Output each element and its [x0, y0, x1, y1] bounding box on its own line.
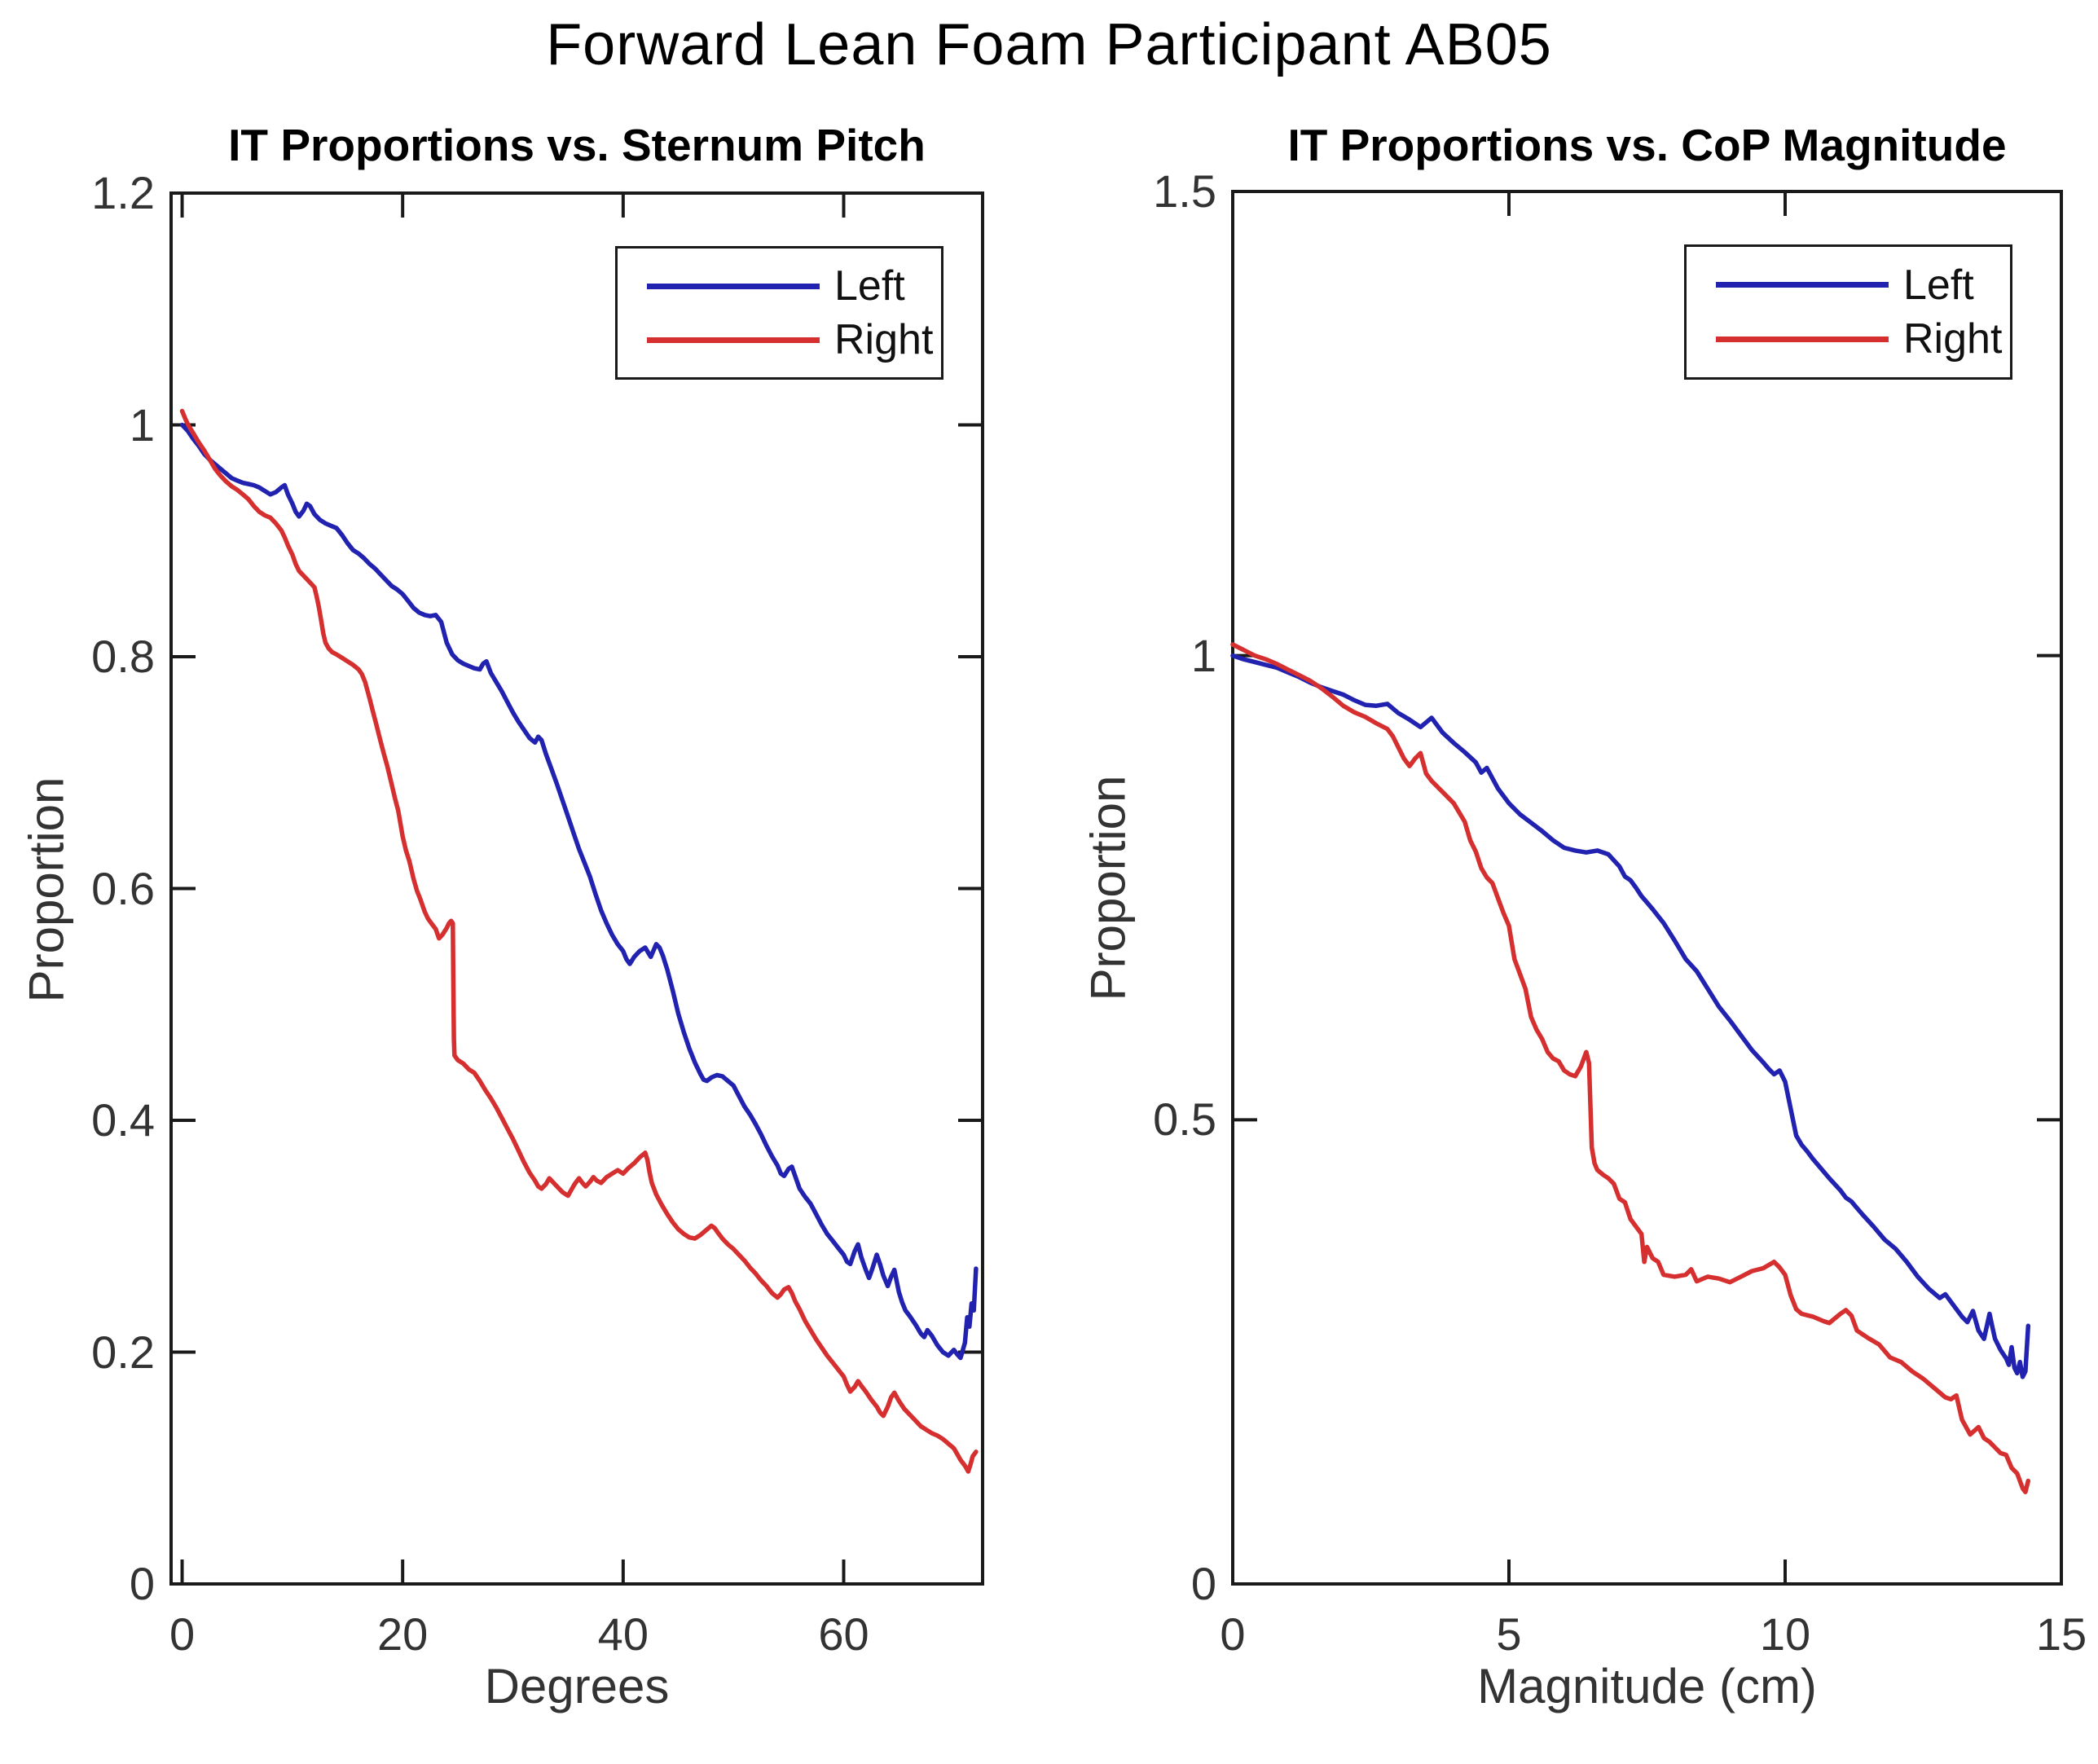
series-line-left: [179, 422, 979, 1361]
left-subplot-title: IT Proportions vs. Sternum Pitch: [228, 120, 926, 170]
x-tick-label: 40: [597, 1608, 649, 1660]
series-line-right: [1230, 642, 2031, 1494]
y-tick-label: 0.2: [91, 1326, 155, 1378]
left-plot-legend: Left Right: [615, 246, 943, 380]
y-tick-label: 0: [129, 1558, 155, 1609]
y-tick-label: 0.6: [91, 862, 155, 914]
y-tick-label: 0.8: [91, 631, 155, 682]
x-tick-label: 0: [1220, 1608, 1246, 1660]
y-tick-label: 0: [1190, 1558, 1216, 1609]
left-x-axis-label: Degrees: [484, 1659, 670, 1713]
right-subplot-title: IT Proportions vs. CoP Magnitude: [1287, 120, 2007, 170]
y-tick-label: 0.5: [1153, 1093, 1216, 1146]
x-tick-label: 60: [818, 1608, 869, 1660]
right-series-line-sample: [1716, 336, 1889, 342]
figure-title: Forward Lean Foam Participant AB05: [546, 12, 1552, 77]
legend-item-left: Left: [618, 265, 941, 307]
legend-label: Right: [834, 316, 934, 363]
y-tick-label: 0.4: [91, 1094, 155, 1146]
series-line-left: [1230, 653, 2031, 1379]
x-tick-label: 10: [1759, 1608, 1811, 1660]
y-tick-label: 1: [129, 398, 155, 451]
x-tick-label: 0: [169, 1608, 196, 1660]
right-series-line-sample: [647, 337, 820, 343]
right-x-axis-label: Magnitude (cm): [1477, 1659, 1817, 1713]
axes-box: [1231, 190, 2063, 1586]
x-tick-label: 5: [1496, 1608, 1522, 1660]
legend-label: Left: [834, 262, 905, 310]
legend-item-right: Right: [618, 319, 941, 361]
y-tick-label: 1.5: [1153, 165, 1216, 217]
legend-label: Left: [1903, 261, 1974, 309]
series-line-right: [179, 408, 979, 1474]
right-plot-legend: Left Right: [1684, 244, 2012, 380]
left-series-line-sample: [1716, 282, 1889, 288]
x-tick-label: 20: [377, 1608, 429, 1660]
legend-item-right: Right: [1687, 318, 2010, 360]
axes-box: [169, 191, 984, 1586]
legend-label: Right: [1903, 315, 2003, 363]
left-series-line-sample: [647, 283, 820, 289]
x-tick-label: 15: [2035, 1608, 2087, 1660]
y-tick-label: 1: [1190, 629, 1216, 681]
legend-item-left: Left: [1687, 264, 2010, 306]
y-tick-label: 1.2: [91, 167, 155, 218]
